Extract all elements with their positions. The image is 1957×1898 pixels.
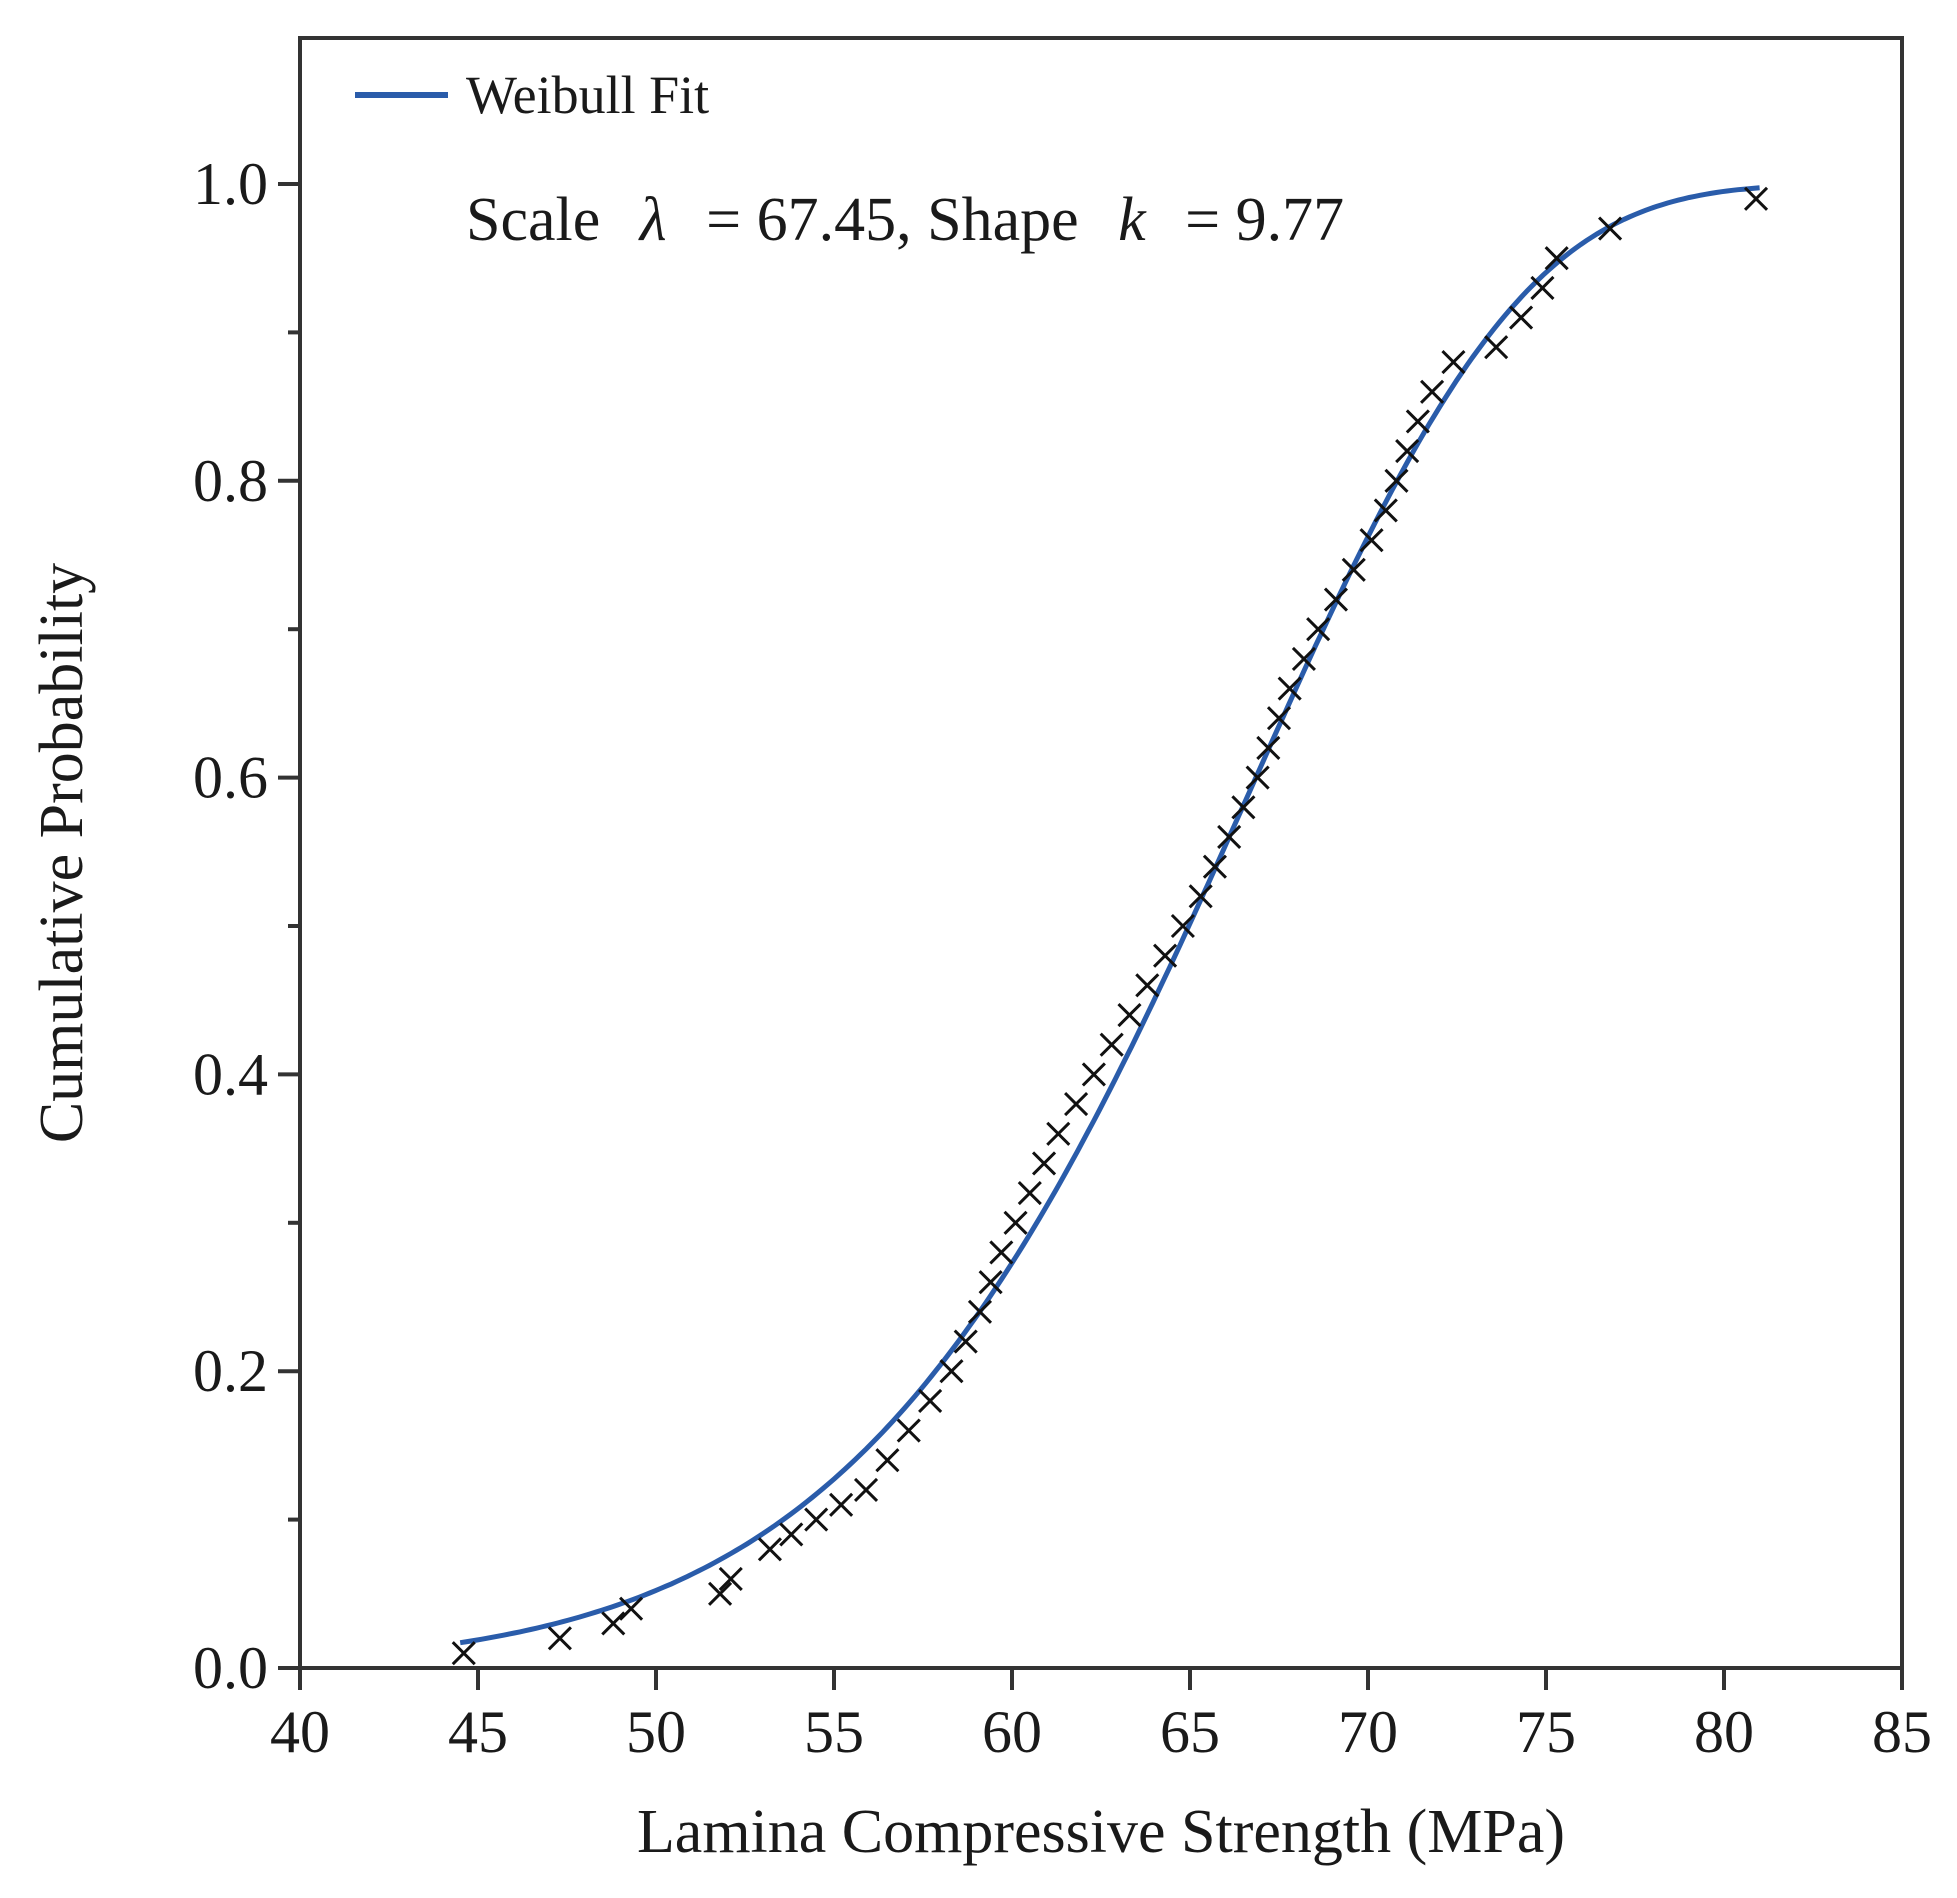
weibull-fit-curve — [459, 185, 1760, 1646]
data-point-marker — [896, 1418, 921, 1443]
data-point-marker — [1291, 646, 1316, 671]
data-point-marker — [1509, 305, 1534, 330]
data-point-marker — [1743, 186, 1769, 211]
lambda-text: = 67.45, Shape — [706, 186, 1078, 254]
x-tick-label-55: 55 — [804, 1699, 864, 1765]
data-point-marker — [1405, 409, 1430, 434]
legend: Weibull Fit — [355, 65, 709, 125]
k-text: = 9.77 — [1185, 186, 1344, 254]
data-point-marker — [1231, 795, 1256, 820]
x-tick-label-60: 60 — [982, 1699, 1042, 1765]
y-axis-ticks: 0.0 0.2 0.4 0.6 0.8 1.0 — [193, 151, 300, 1701]
data-point-marker — [1017, 1181, 1042, 1206]
data-point-marker — [989, 1240, 1014, 1265]
data-point-marker — [1135, 973, 1160, 998]
data-point-marker — [1266, 706, 1292, 731]
x-axis-ticks: 40 45 50 55 60 65 70 75 80 85 — [270, 1668, 1932, 1765]
data-point-marker — [547, 1626, 572, 1651]
data-point-marker — [1099, 1032, 1124, 1057]
data-point-marker — [875, 1448, 900, 1473]
data-point-marker — [1441, 350, 1466, 375]
data-point-marker — [1384, 468, 1409, 493]
data-point-marker — [1530, 275, 1555, 300]
data-point-marker — [1217, 824, 1242, 850]
data-point-marker — [853, 1477, 879, 1502]
data-point-marker — [1081, 1062, 1106, 1087]
x-axis-title: Lamina Compressive Strength (MPa) — [637, 1798, 1565, 1866]
y-tick-label-0.6: 0.6 — [193, 745, 268, 811]
x-tick-label-70: 70 — [1338, 1699, 1398, 1765]
data-point-marker — [619, 1596, 644, 1621]
data-point-marker — [601, 1611, 626, 1636]
data-point-marker — [1544, 246, 1569, 271]
data-point-marker — [1170, 913, 1195, 939]
y-tick-label-0.4: 0.4 — [193, 1041, 268, 1107]
y-tick-label-0.0: 0.0 — [193, 1635, 268, 1701]
y-tick-label-0.2: 0.2 — [193, 1338, 268, 1404]
data-point-marker — [1359, 528, 1384, 553]
data-point-marker — [1395, 439, 1420, 464]
fit-parameter-annotation: Scale λ = 67.45, Shape k = 9.77 — [466, 186, 1344, 254]
data-point-marker — [1341, 557, 1366, 582]
lambda-symbol: λ — [638, 186, 667, 254]
data-point-marker — [829, 1492, 854, 1517]
data-point-marker — [1153, 943, 1178, 968]
data-point-marker — [451, 1641, 476, 1666]
data-point-marker — [978, 1270, 1003, 1295]
data-point-marker — [1484, 335, 1509, 360]
legend-label-weibull-fit: Weibull Fit — [466, 65, 709, 125]
data-point-marker — [1373, 498, 1398, 523]
k-symbol: k — [1118, 186, 1147, 254]
y-axis-title: Cumulative Probability — [28, 563, 96, 1143]
data-point-marker — [1245, 765, 1270, 790]
data-point-marker — [918, 1388, 943, 1413]
annotation-prefix: Scale — [466, 186, 600, 254]
x-tick-label-50: 50 — [626, 1699, 686, 1765]
data-markers — [451, 186, 1769, 1666]
x-tick-label-40: 40 — [270, 1699, 330, 1765]
data-point-marker — [1003, 1210, 1028, 1235]
y-tick-label-1.0: 1.0 — [193, 151, 268, 217]
x-tick-label-45: 45 — [448, 1699, 508, 1765]
data-point-marker — [1277, 676, 1302, 701]
data-point-marker — [718, 1566, 743, 1592]
data-point-marker — [1420, 379, 1445, 404]
data-point-marker — [1306, 617, 1331, 642]
data-point-marker — [1064, 1092, 1089, 1117]
fit-layer — [459, 185, 1760, 1646]
data-point-marker — [779, 1522, 804, 1547]
data-point-marker — [1046, 1121, 1071, 1146]
data-point-marker — [967, 1299, 993, 1324]
data-point-marker — [953, 1329, 978, 1354]
x-tick-label-75: 75 — [1516, 1699, 1576, 1765]
data-point-marker — [1117, 1002, 1142, 1028]
x-tick-label-65: 65 — [1160, 1699, 1220, 1765]
x-tick-label-85: 85 — [1872, 1699, 1932, 1765]
y-tick-label-0.8: 0.8 — [193, 448, 268, 514]
data-point-marker — [708, 1581, 733, 1606]
data-point-marker — [1598, 216, 1623, 241]
data-point-marker — [757, 1537, 782, 1562]
data-point-marker — [1031, 1151, 1057, 1176]
data-point-marker — [939, 1359, 964, 1384]
data-point-marker — [1323, 587, 1349, 612]
x-tick-label-80: 80 — [1694, 1699, 1754, 1765]
data-point-marker — [804, 1507, 829, 1532]
data-point-marker — [1256, 735, 1281, 760]
data-point-marker — [1202, 854, 1227, 879]
plot-frame — [298, 36, 1904, 1670]
data-point-marker — [1188, 884, 1213, 909]
